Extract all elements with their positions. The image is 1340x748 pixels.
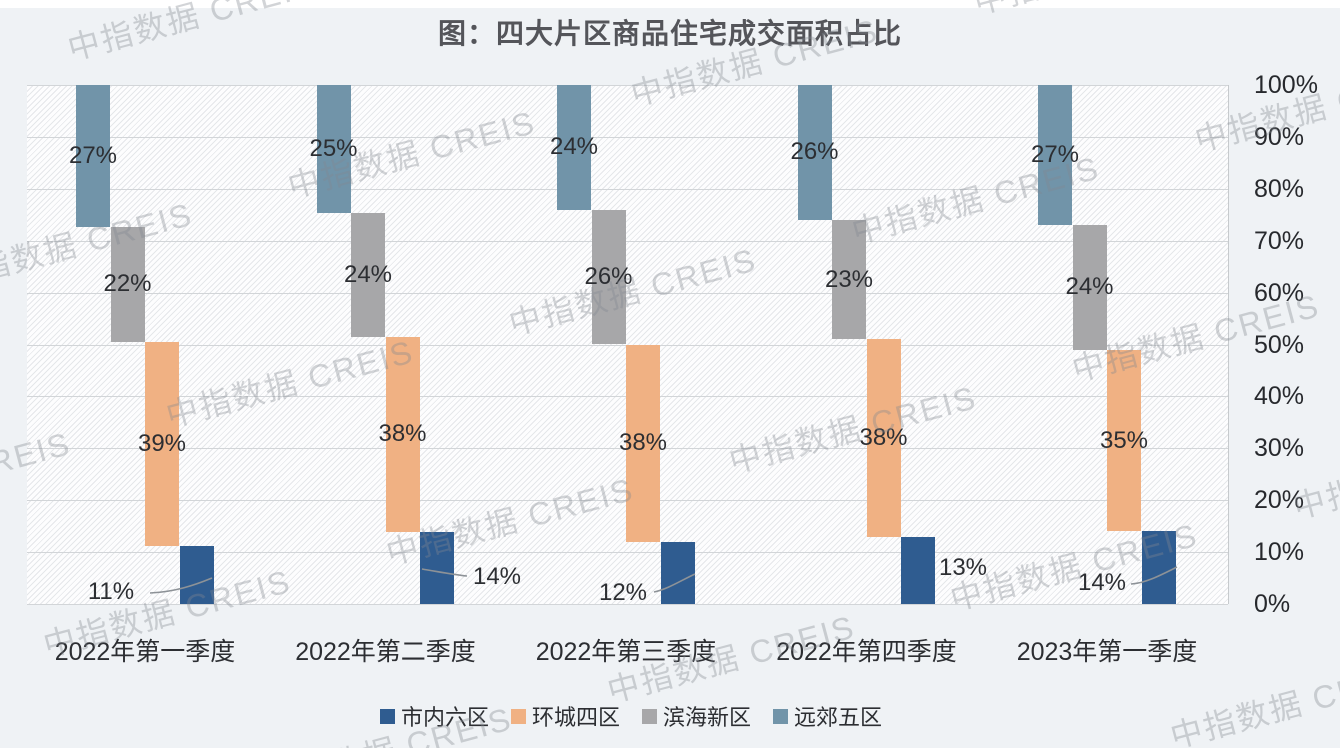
gridline: [27, 604, 1228, 605]
x-axis-category-label: 2022年第二季度: [295, 638, 476, 666]
y-axis-tick-label: 10%: [1254, 538, 1305, 567]
legend-item: 远郊五区: [773, 700, 882, 732]
y-axis-tick-label: 90%: [1254, 122, 1305, 151]
bar-segment: [626, 344, 660, 542]
y-axis-tick-label: 100%: [1254, 71, 1318, 99]
legend-item: 环城四区: [511, 700, 620, 732]
legend-label: 远郊五区: [794, 705, 883, 730]
legend-label: 环城四区: [532, 705, 621, 730]
gridline: [27, 85, 1228, 86]
bar-segment: [1141, 531, 1176, 604]
bar-value-label: 35%: [1099, 426, 1149, 454]
legend-swatch: [380, 708, 395, 724]
y-axis-tick-label: 50%: [1254, 330, 1305, 359]
legend-label: 市内六区: [401, 705, 490, 730]
y-axis-tick-label: 70%: [1254, 226, 1305, 255]
bar-segment: [832, 219, 866, 340]
bar-value-label: 25%: [309, 135, 358, 163]
bar-value-label: 13%: [938, 554, 988, 581]
bar-value-label: 14%: [472, 563, 522, 590]
gridline: [27, 240, 1228, 242]
bar-segment: [797, 85, 832, 220]
bar-segment: [110, 226, 145, 342]
bar-segment: [866, 339, 901, 537]
legend-item: 滨海新区: [642, 700, 751, 732]
bar-value-label: 24%: [1065, 273, 1114, 301]
legend-label: 滨海新区: [663, 705, 752, 730]
bar-value-label: 38%: [378, 420, 427, 448]
bar-value-label: 14%: [1077, 569, 1127, 596]
watermark-text: 中指数据 CREIS: [822, 739, 1080, 748]
x-axis-category-label: 2023年第一季度: [1016, 638, 1198, 666]
bar-value-label: 24%: [549, 133, 599, 161]
x-axis-category-label: 2022年第四季度: [776, 638, 957, 666]
bar-segment: [385, 336, 420, 533]
bar-value-label: 23%: [824, 265, 874, 293]
legend-swatch: [773, 708, 789, 724]
gridline: [27, 292, 1228, 294]
bar-value-label: 39%: [137, 430, 187, 458]
y-axis-tick-label: 80%: [1254, 174, 1305, 203]
y-axis-tick-label: 40%: [1254, 382, 1305, 411]
bar-segment: [76, 85, 110, 227]
bar-value-label: 27%: [68, 141, 118, 169]
chart-title: 图：四大片区商品住宅成交面积占比: [437, 18, 902, 49]
bar-value-label: 22%: [103, 270, 152, 298]
bar-segment: [591, 209, 626, 345]
legend-item: 市内六区: [380, 700, 489, 732]
bar-segment: [179, 546, 214, 604]
bar-segment: [351, 213, 385, 337]
gridline: [27, 136, 1228, 138]
legend: 市内六区 环城四区 滨海新区 远郊五区: [380, 700, 882, 732]
legend-swatch: [511, 708, 527, 724]
bar-segment: [420, 532, 454, 604]
bar-value-label: 12%: [598, 579, 648, 606]
x-axis-category-label: 2022年第一季度: [54, 638, 236, 666]
bar-value-label: 26%: [584, 263, 633, 291]
top-strip: [0, 0, 1340, 8]
bar-segment: [316, 85, 351, 214]
bar-value-label: 26%: [790, 138, 839, 166]
y-axis-tick-label: 0%: [1254, 590, 1291, 618]
gridline: [27, 552, 1228, 554]
bar-value-label: 24%: [343, 261, 393, 289]
bar-value-label: 38%: [618, 429, 668, 457]
bar-segment: [1072, 225, 1107, 350]
bar-segment: [1107, 349, 1141, 532]
bar-segment: [1038, 85, 1072, 226]
y-axis-tick-label: 20%: [1254, 486, 1305, 515]
bar-value-label: 27%: [1030, 141, 1080, 169]
bar-segment: [557, 85, 591, 210]
y-axis-tick-label: 30%: [1254, 434, 1305, 463]
y-axis-tick-label: 60%: [1254, 278, 1305, 307]
bar-segment: [145, 341, 179, 547]
bar-value-label: 38%: [859, 423, 908, 451]
bar-segment: [901, 536, 935, 604]
bar-value-label: 11%: [87, 578, 135, 605]
bar-segment: [660, 541, 695, 604]
legend-swatch: [642, 708, 658, 724]
x-axis-category-label: 2022年第三季度: [535, 638, 717, 666]
gridline: [27, 188, 1228, 190]
